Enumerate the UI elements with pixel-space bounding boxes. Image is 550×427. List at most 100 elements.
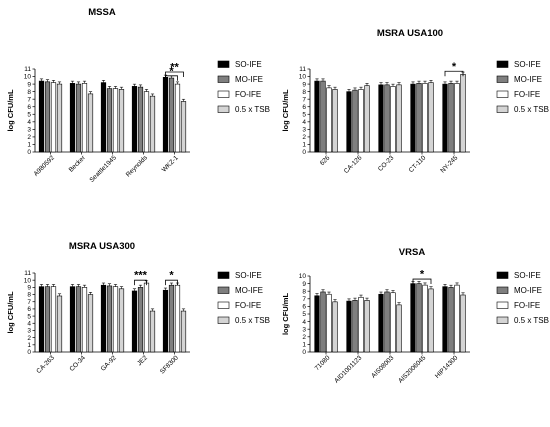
bar [460, 73, 466, 153]
bar [326, 293, 332, 353]
bar [50, 82, 57, 153]
category-label: JE2 [136, 354, 149, 367]
category-label: CA-126 [343, 154, 364, 175]
y-tick-label: 5 [27, 111, 31, 118]
y-tick-label: 1 [302, 342, 306, 349]
y-tick-label: 0 [302, 349, 306, 356]
y-tick-label: 1 [302, 142, 306, 149]
bar [364, 85, 370, 153]
y-tick-label: 5 [302, 311, 306, 318]
bar [112, 286, 119, 353]
legend-swatch [496, 286, 509, 294]
bar [69, 286, 76, 353]
bar [448, 287, 454, 353]
legend-label: SO-IFE [514, 271, 541, 280]
category-label: AIS2006045 [397, 354, 428, 385]
bar [106, 285, 113, 353]
y-tick-label: 8 [27, 89, 31, 96]
y-tick-label: 1 [27, 342, 31, 349]
category-label: WKZ-1 [161, 154, 181, 174]
y-tick-label: 9 [27, 81, 31, 88]
bar [75, 83, 82, 153]
bar [358, 89, 364, 153]
bar [137, 287, 144, 353]
legend-swatch [217, 271, 230, 279]
bar [180, 101, 187, 153]
bar [106, 88, 113, 153]
bar [410, 83, 416, 153]
legend-swatch [496, 105, 509, 113]
bar [390, 292, 396, 353]
bar [454, 83, 460, 153]
y-tick-label: 10 [299, 273, 307, 280]
y-axis-label: log CFU/mL [6, 291, 15, 333]
chart-title: MSRA USA300 [69, 241, 135, 252]
legend-label: FO-IFE [235, 90, 261, 99]
y-tick-label: 1 [27, 142, 31, 149]
bar [69, 83, 76, 153]
significance-bracket [412, 278, 432, 285]
chart-title: MSRA USA100 [377, 28, 443, 39]
y-tick-label: 4 [27, 320, 31, 327]
y-tick-label: 2 [302, 134, 306, 141]
y-tick-label: 9 [27, 285, 31, 292]
category-label: SF8300 [159, 354, 180, 375]
y-axis-label: log CFU/mL [6, 89, 15, 131]
significance-marker: * [169, 65, 174, 77]
legend-swatch [496, 60, 509, 68]
legend-label: MO-IFE [235, 286, 263, 295]
y-tick-label: 3 [27, 127, 31, 134]
legend-label: 0.5 x TSB [235, 105, 270, 114]
y-tick-label: 8 [302, 288, 306, 295]
category-label: CO-23 [377, 154, 396, 173]
bar [384, 291, 390, 353]
bar [100, 284, 107, 353]
bar [174, 83, 181, 153]
y-tick-label: 11 [24, 270, 31, 277]
y-tick-label: 2 [302, 334, 306, 341]
bar [174, 284, 181, 353]
significance-marker: ** [170, 62, 179, 74]
bar [320, 291, 326, 353]
bar [454, 284, 460, 353]
bar [352, 89, 358, 153]
bar [168, 77, 175, 153]
significance-bracket [134, 279, 147, 286]
y-tick-label: 2 [27, 335, 31, 342]
bar [332, 301, 338, 353]
legend-swatch [496, 301, 509, 309]
legend-swatch [217, 301, 230, 309]
bar [44, 81, 51, 153]
bar [87, 294, 94, 353]
bar [118, 89, 125, 153]
y-tick-label: 3 [27, 328, 31, 335]
y-tick-label: 0 [27, 349, 31, 356]
bar [168, 284, 175, 353]
y-tick-label: 10 [24, 74, 32, 81]
bar [143, 282, 150, 353]
bar [143, 91, 150, 153]
bar [180, 310, 187, 353]
bar [358, 296, 364, 353]
y-tick-label: 9 [302, 81, 306, 88]
legend-swatch [496, 316, 509, 324]
y-tick-label: 8 [302, 89, 306, 96]
bar [44, 286, 51, 353]
bar [448, 83, 454, 153]
category-label: 71080 [314, 354, 332, 372]
bar [56, 83, 63, 153]
bar [326, 87, 332, 153]
bar [390, 86, 396, 153]
legend-label: MO-IFE [235, 75, 263, 84]
bar [364, 300, 370, 353]
y-tick-label: 2 [27, 134, 31, 141]
bar [87, 93, 94, 153]
bar [118, 288, 125, 353]
y-tick-label: 4 [27, 119, 31, 126]
category-label: CA-263 [35, 354, 56, 375]
y-tick-label: 6 [27, 306, 31, 313]
legend-label: SO-IFE [514, 60, 541, 69]
y-tick-label: 8 [27, 292, 31, 299]
